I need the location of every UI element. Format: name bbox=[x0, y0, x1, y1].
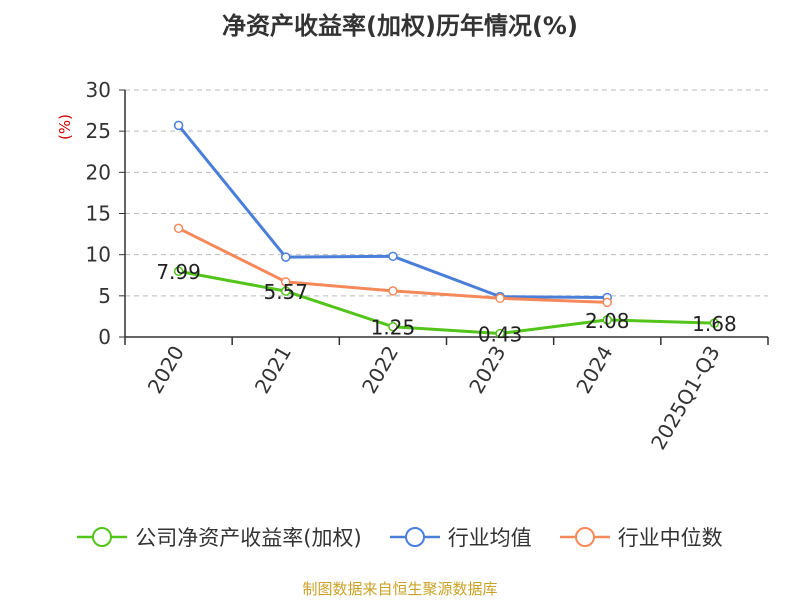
data-label: 2.08 bbox=[585, 309, 630, 333]
y-tick-label: 25 bbox=[86, 119, 111, 143]
y-tick-label: 0 bbox=[98, 325, 111, 349]
x-tick-label: 2020 bbox=[143, 342, 189, 398]
series-lines bbox=[173, 120, 720, 339]
legend-label: 公司净资产收益率(加权) bbox=[135, 526, 362, 550]
data-point bbox=[281, 252, 291, 262]
x-tick-label: 2022 bbox=[357, 342, 403, 398]
y-tick-label: 5 bbox=[98, 284, 111, 308]
x-tick-label: 2023 bbox=[464, 342, 510, 398]
x-tick-label: 2024 bbox=[571, 342, 617, 398]
data-point bbox=[602, 297, 612, 308]
source-footer: 制图数据来自恒生聚源数据库 bbox=[302, 580, 498, 598]
data-point bbox=[173, 120, 184, 131]
grid-lines bbox=[125, 89, 768, 297]
data-point bbox=[602, 315, 612, 325]
data-point bbox=[281, 277, 291, 287]
data-label: 1.68 bbox=[692, 312, 737, 336]
x-tick-label: 2025Q1-Q3 bbox=[646, 342, 725, 454]
legend-swatch bbox=[77, 527, 128, 547]
chart-title: 净资产收益率(加权)历年情况(%) bbox=[222, 12, 578, 40]
legend-item[interactable]: 行业均值 bbox=[389, 522, 532, 552]
y-tick-label: 20 bbox=[86, 160, 111, 184]
y-tick-label: 30 bbox=[86, 78, 111, 102]
y-tick-label: 10 bbox=[86, 243, 111, 267]
data-point bbox=[495, 293, 505, 304]
x-tick-label: 2021 bbox=[250, 342, 296, 398]
data-point bbox=[281, 286, 291, 296]
data-label: 0.43 bbox=[478, 322, 523, 346]
series-line bbox=[178, 269, 715, 335]
legend-label: 行业中位数 bbox=[617, 526, 723, 550]
legend-swatch bbox=[559, 527, 610, 547]
data-labels: 7.99 5.57 1.25 0.43 2.08 1.68 bbox=[156, 260, 736, 346]
legend-item[interactable]: 行业中位数 bbox=[559, 522, 723, 552]
data-point bbox=[388, 286, 398, 296]
legend-item[interactable]: 公司净资产收益率(加权) bbox=[77, 522, 362, 552]
y-tick-label: 15 bbox=[86, 202, 111, 226]
data-point bbox=[388, 321, 398, 332]
data-point bbox=[173, 266, 184, 276]
legend-label: 行业均值 bbox=[447, 526, 532, 550]
data-point bbox=[495, 328, 505, 339]
data-label: 1.25 bbox=[371, 316, 416, 340]
data-label: 5.57 bbox=[263, 280, 308, 304]
legend: 公司净资产收益率(加权) 行业均值 行业中位数 bbox=[0, 520, 800, 554]
data-point bbox=[173, 223, 184, 234]
data-point bbox=[388, 251, 398, 262]
legend-swatch bbox=[389, 527, 440, 547]
y-axis-label: (%) bbox=[56, 114, 74, 140]
series-line bbox=[177, 124, 608, 299]
data-point bbox=[709, 318, 720, 328]
data-label: 7.99 bbox=[156, 260, 201, 284]
